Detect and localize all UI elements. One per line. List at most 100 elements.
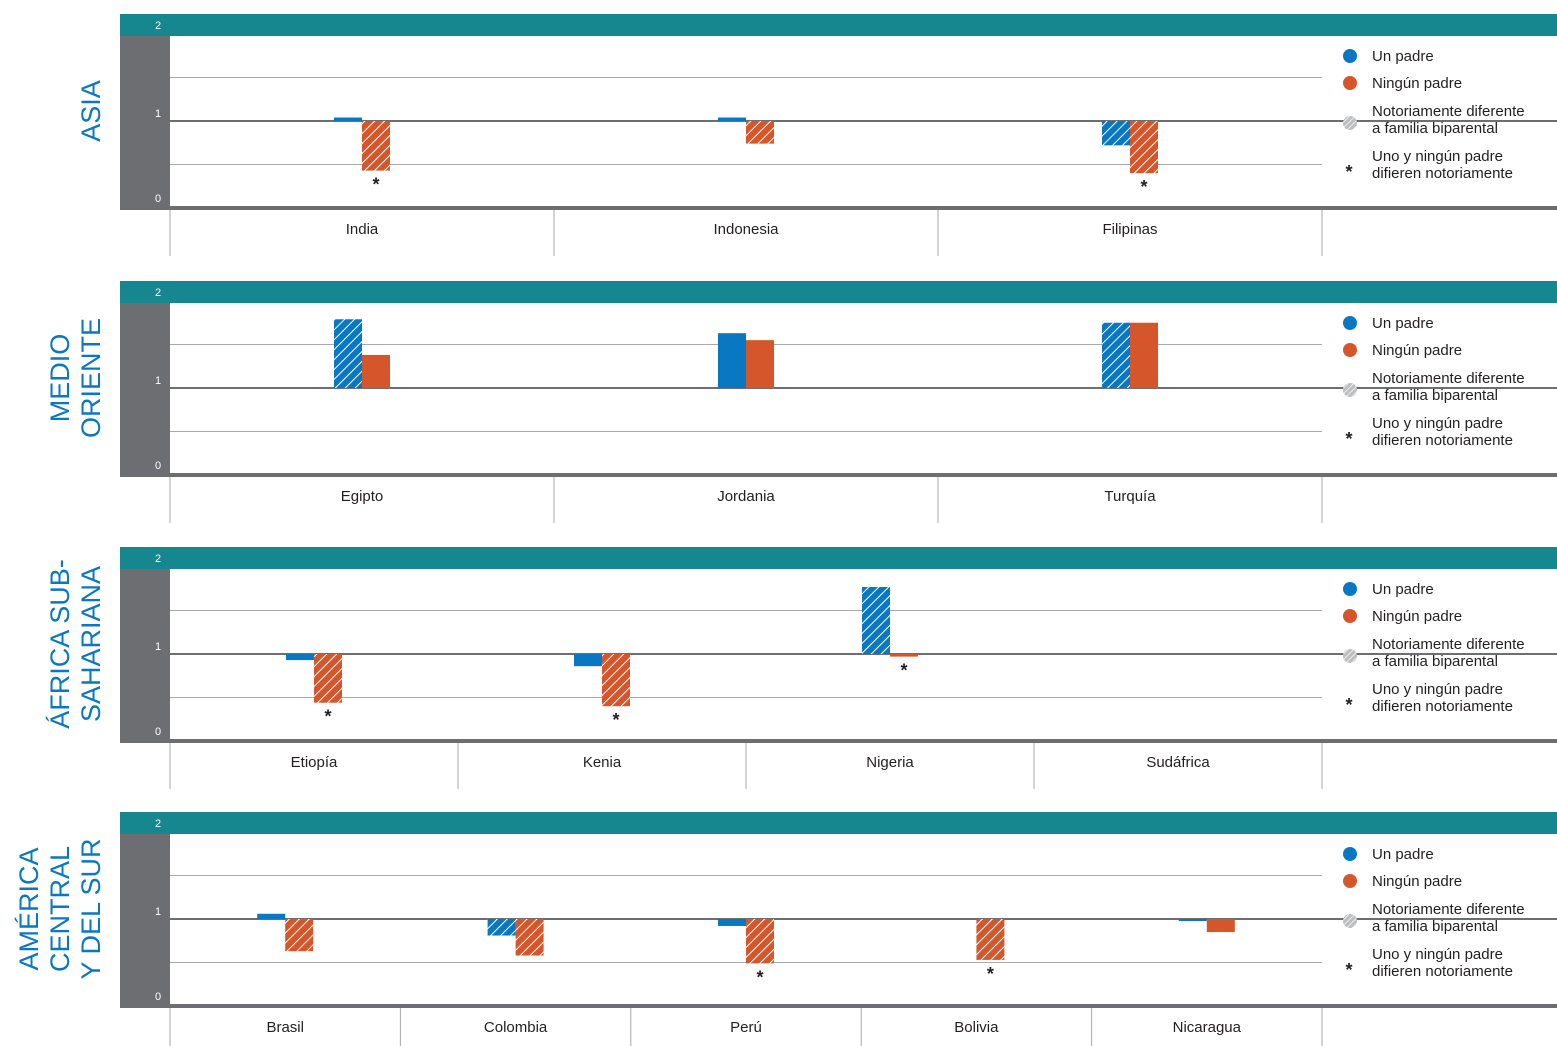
legend-hatch-icon — [1343, 649, 1357, 663]
legend-asterisk-icon: * — [1345, 960, 1352, 980]
legend-asterisk-label: Uno y ningún padre — [1372, 415, 1503, 432]
y-tick-label: 1 — [155, 108, 161, 120]
legend-hatch-icon — [1343, 116, 1357, 130]
panel-2: 2 1 0 Etiopía * Kenia * Nigeria * Sudáfrica Un pad… — [45, 547, 1557, 789]
legend-un-padre-label: Un padre — [1372, 315, 1434, 332]
y-axis-column — [120, 834, 170, 1006]
legend-asterisk-icon: * — [1345, 695, 1352, 715]
panel-header-band — [120, 14, 1557, 36]
legend-hatch-label: Notoriamente diferente — [1372, 370, 1525, 387]
legend-ningun-padre-icon — [1343, 609, 1357, 623]
region-label: ORIENTE — [76, 318, 106, 438]
asterisk-mark: * — [372, 175, 379, 195]
bar-un-padre — [718, 333, 746, 388]
legend-hatch-label-2: a familia biparental — [1372, 387, 1498, 404]
region-label: MEDIO — [45, 334, 75, 423]
bar-ningun-padre — [515, 919, 544, 956]
x-tick-label: India — [346, 221, 379, 238]
legend-ningun-padre-label: Ningún padre — [1372, 873, 1462, 890]
legend-un-padre-label: Un padre — [1372, 48, 1434, 65]
legend-ningun-padre-label: Ningún padre — [1372, 75, 1462, 92]
y-tick-label: 1 — [155, 906, 161, 918]
legend-asterisk-label: Uno y ningún padre — [1372, 946, 1503, 963]
x-tick-label: Nigeria — [866, 754, 914, 771]
bar-un-padre — [574, 654, 602, 667]
legend-asterisk-label-2: difieren notoriamente — [1372, 963, 1513, 980]
bar-ningun-padre — [746, 340, 774, 388]
y-tick-label: 0 — [155, 460, 161, 472]
bar-un-padre — [862, 587, 890, 654]
region-label: ASIA — [76, 80, 106, 142]
bar-un-padre — [334, 117, 362, 121]
legend-un-padre-label: Un padre — [1372, 846, 1434, 863]
panel-3: 2 1 0 Brasil Colombia Perú * Bolivia * Nicaragua U… — [14, 812, 1557, 1046]
legend-ningun-padre-label: Ningún padre — [1372, 342, 1462, 359]
x-tick-label: Turquía — [1104, 488, 1156, 505]
x-tick-label: Colombia — [484, 1019, 548, 1036]
legend-hatch-label-2: a familia biparental — [1372, 653, 1498, 670]
bar-un-padre — [1102, 121, 1130, 146]
legend-ningun-padre-label: Ningún padre — [1372, 608, 1462, 625]
y-tick-label: 2 — [155, 20, 161, 32]
legend-asterisk-label-2: difieren notoriamente — [1372, 165, 1513, 182]
region-label: SAHARIANA — [76, 566, 106, 722]
y-axis-column — [120, 569, 170, 741]
legend-asterisk-label-2: difieren notoriamente — [1372, 432, 1513, 449]
bar-ningun-padre — [602, 654, 630, 707]
x-tick-label: Nicaragua — [1173, 1019, 1242, 1036]
panel-1: 2 1 0 Egipto Jordania Turquía Un padre Ningún p… — [45, 281, 1557, 523]
x-tick-label: Indonesia — [713, 221, 779, 238]
asterisk-mark: * — [612, 710, 619, 730]
bar-ningun-padre — [890, 654, 918, 657]
x-tick-label: Egipto — [341, 488, 384, 505]
y-tick-label: 1 — [155, 375, 161, 387]
panel-header-band — [120, 812, 1557, 834]
bar-ningun-padre — [1206, 919, 1235, 933]
asterisk-mark: * — [756, 967, 763, 987]
bar-un-padre — [334, 319, 362, 388]
y-tick-label: 0 — [155, 726, 161, 738]
y-tick-label: 1 — [155, 641, 161, 653]
bar-un-padre — [286, 654, 314, 661]
legend-asterisk-label: Uno y ningún padre — [1372, 681, 1503, 698]
legend-hatch-label: Notoriamente diferente — [1372, 901, 1525, 918]
region-label: ÁFRICA SUB- — [45, 559, 75, 729]
legend-asterisk-icon: * — [1345, 162, 1352, 182]
asterisk-mark: * — [987, 964, 994, 984]
y-tick-label: 2 — [155, 553, 161, 565]
bar-un-padre — [1102, 322, 1130, 388]
legend-hatch-label-2: a familia biparental — [1372, 918, 1498, 935]
legend-ningun-padre-icon — [1343, 76, 1357, 90]
x-tick-label: Bolivia — [954, 1019, 999, 1036]
y-axis-column — [120, 36, 170, 208]
panel-0: 2 1 0 India * Indonesia Filipinas * Un padre Ning… — [76, 14, 1557, 256]
x-tick-label: Etiopía — [291, 754, 338, 771]
bar-ningun-padre — [1130, 322, 1158, 388]
bar-un-padre — [487, 919, 516, 936]
legend-un-padre-icon — [1343, 847, 1357, 861]
bar-ningun-padre — [362, 121, 390, 171]
legend-hatch-label: Notoriamente diferente — [1372, 636, 1525, 653]
legend-un-padre-label: Un padre — [1372, 581, 1434, 598]
bar-ningun-padre — [746, 919, 774, 964]
x-tick-label: Sudáfrica — [1146, 754, 1210, 771]
legend-hatch-icon — [1343, 383, 1357, 397]
legend-un-padre-icon — [1343, 49, 1357, 63]
x-tick-label: Jordania — [717, 488, 775, 505]
x-tick-label: Filipinas — [1102, 221, 1157, 238]
y-tick-label: 2 — [155, 287, 161, 299]
y-tick-label: 0 — [155, 991, 161, 1003]
bar-ningun-padre — [285, 919, 314, 952]
bar-ningun-padre — [976, 919, 1005, 960]
bar-un-padre — [718, 117, 746, 121]
legend-ningun-padre-icon — [1343, 343, 1357, 357]
bar-un-padre — [257, 913, 286, 919]
bar-ningun-padre — [1130, 121, 1158, 174]
bar-un-padre — [718, 919, 746, 926]
legend-hatch-icon — [1343, 914, 1357, 928]
x-tick-label: Kenia — [583, 754, 622, 771]
asterisk-mark: * — [900, 661, 907, 681]
region-label: CENTRAL — [45, 846, 75, 972]
legend-un-padre-icon — [1343, 316, 1357, 330]
